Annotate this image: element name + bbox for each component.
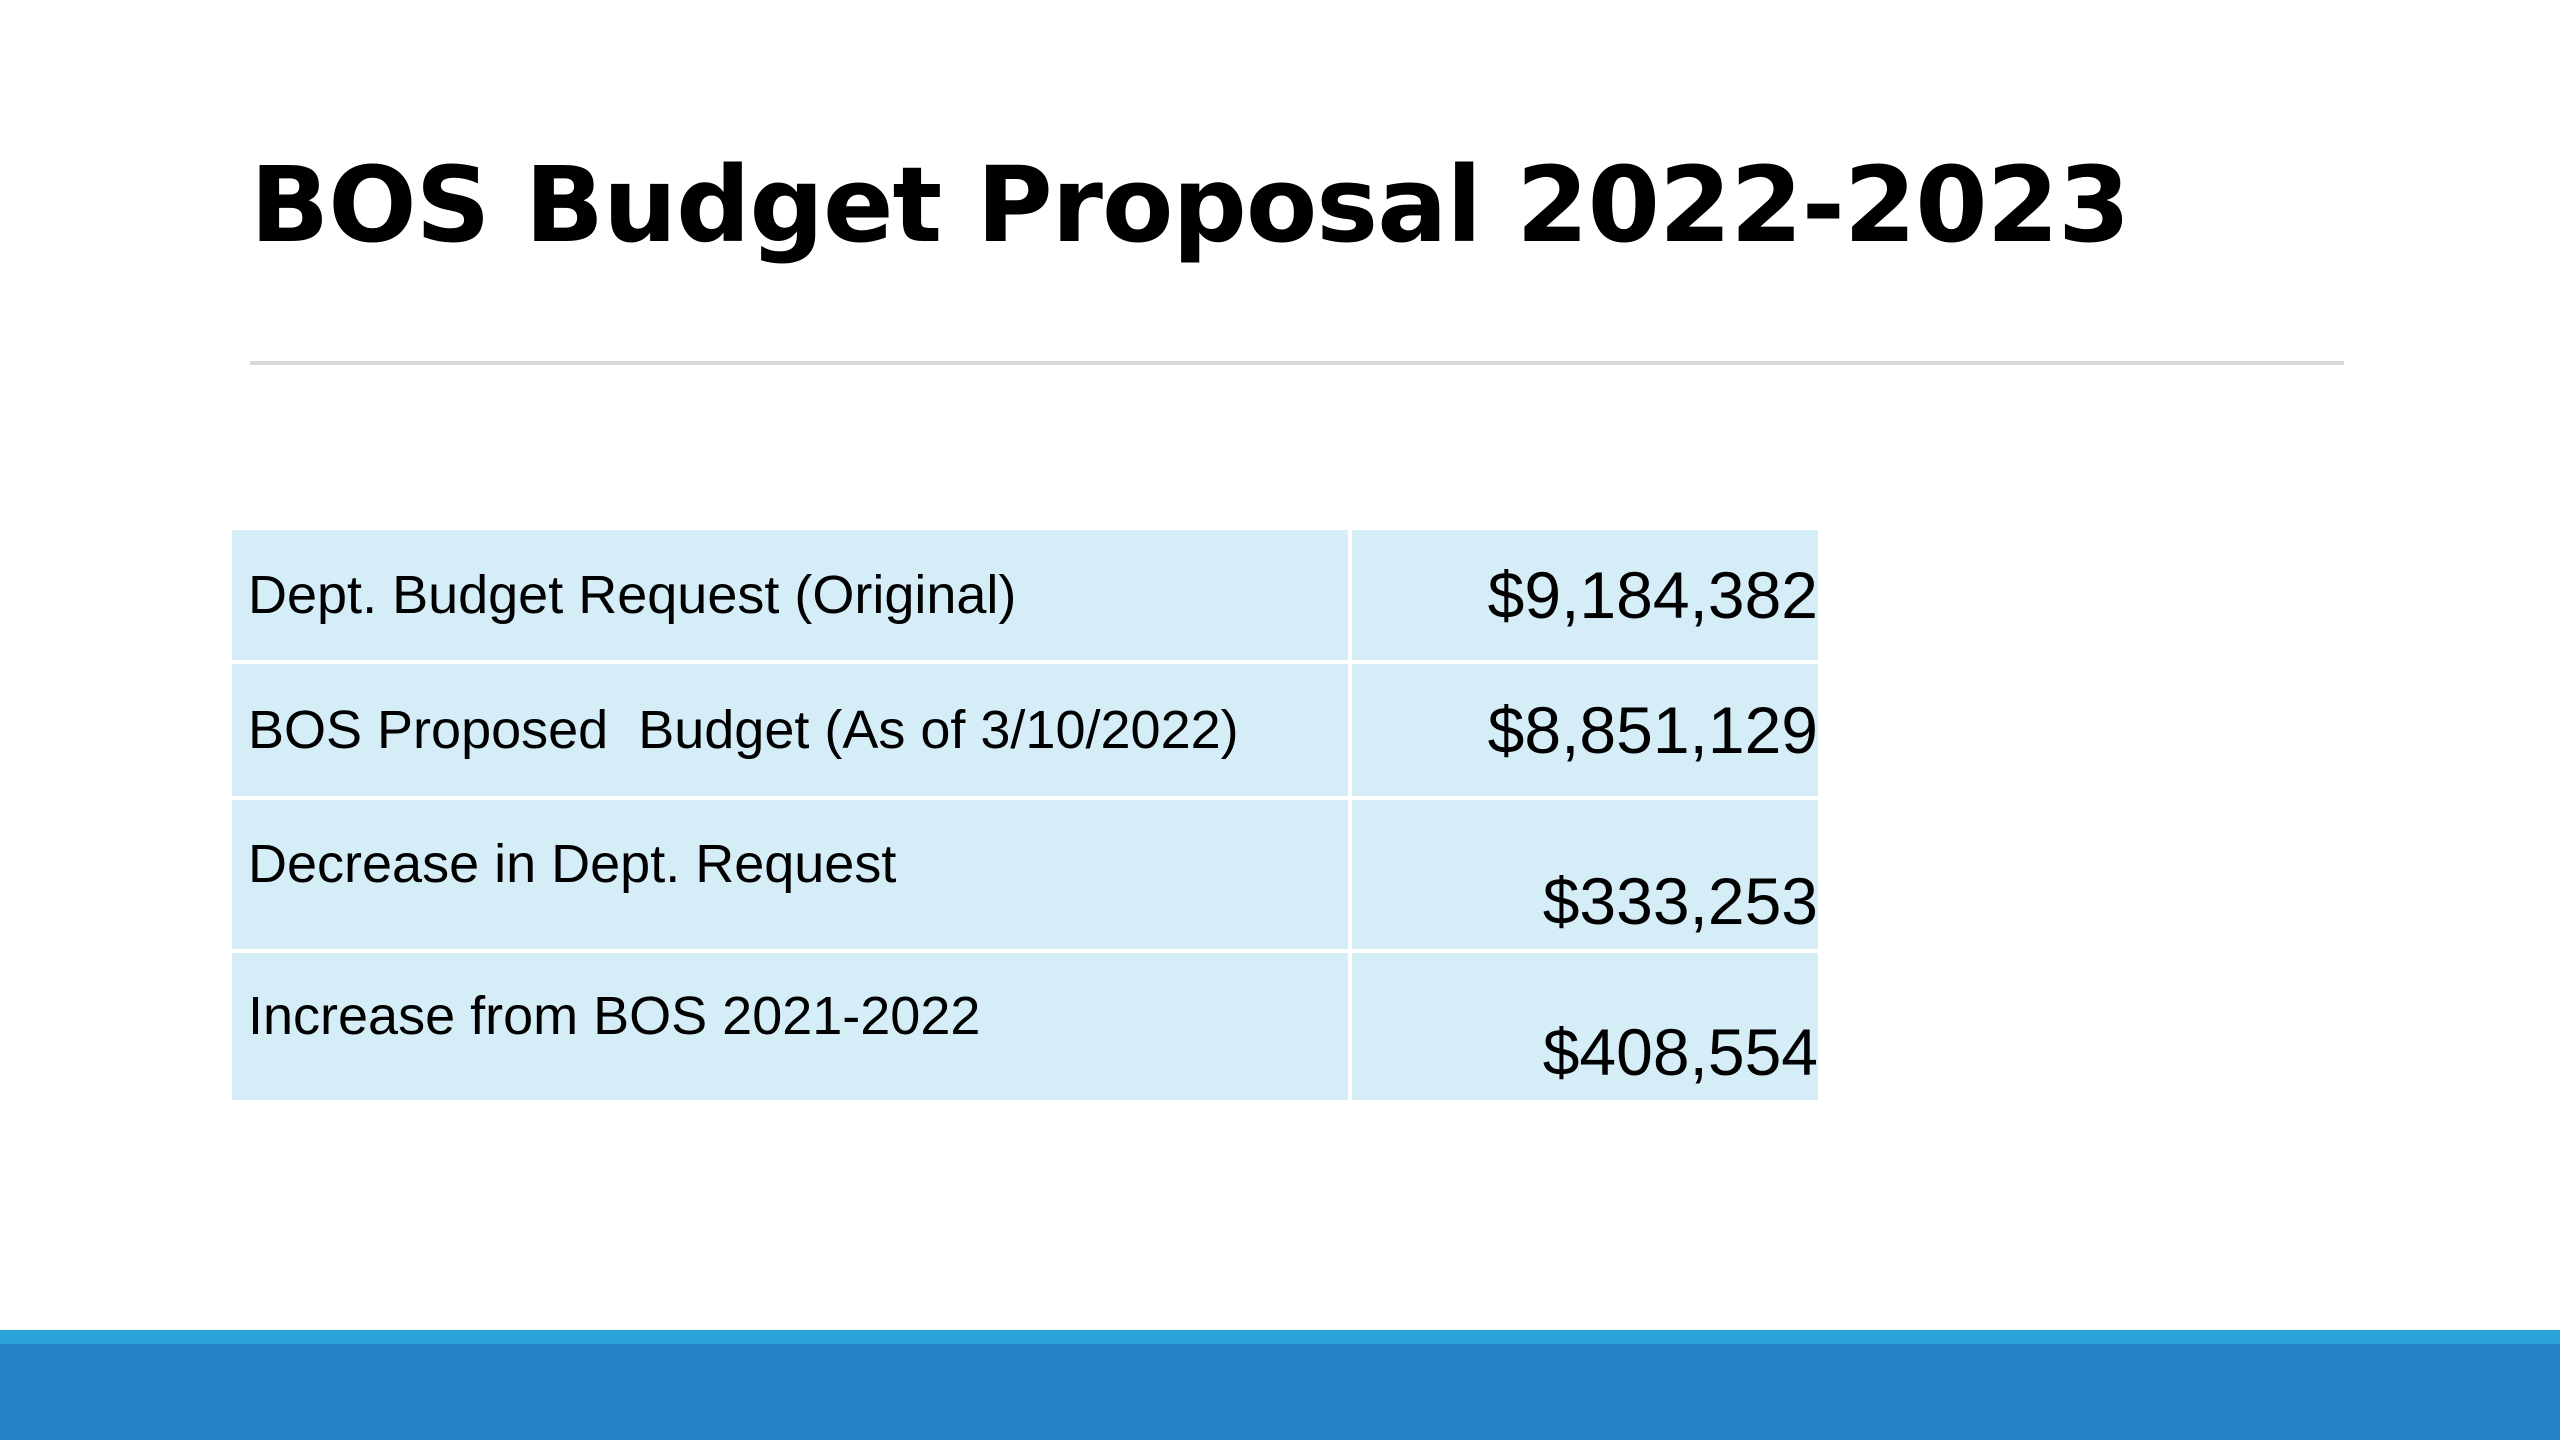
row-label: Dept. Budget Request (Original) <box>232 530 1352 665</box>
table-row: Increase from BOS 2021-2022 $408,554 <box>232 948 1818 1100</box>
row-value: $333,253 <box>1350 796 1818 953</box>
row-value: $9,184,382 <box>1350 530 1818 665</box>
footer-bar <box>0 1344 2560 1440</box>
table-row: BOS Proposed Budget (As of 3/10/2022) $8… <box>232 660 1818 801</box>
slide-title: BOS Budget Proposal 2022-2023 <box>250 144 2130 266</box>
row-value: $8,851,129 <box>1350 660 1818 801</box>
row-label: BOS Proposed Budget (As of 3/10/2022) <box>232 660 1352 801</box>
table-row: Decrease in Dept. Request $333,253 <box>232 796 1818 953</box>
row-value: $408,554 <box>1350 948 1818 1100</box>
budget-table: Dept. Budget Request (Original) $9,184,3… <box>232 530 1818 1100</box>
footer-accent-bar <box>0 1330 2560 1344</box>
title-divider <box>250 361 2344 365</box>
row-label: Decrease in Dept. Request <box>232 796 1352 953</box>
row-label: Increase from BOS 2021-2022 <box>232 948 1352 1100</box>
table-row: Dept. Budget Request (Original) $9,184,3… <box>232 530 1818 665</box>
